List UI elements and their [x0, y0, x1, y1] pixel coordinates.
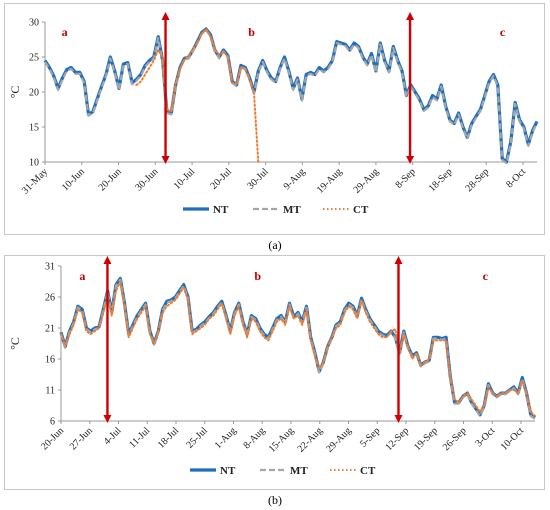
- region-label-b: b: [248, 25, 255, 39]
- x-tick-label: 22-Aug: [295, 425, 324, 454]
- legend-label-mt: MT: [290, 465, 308, 477]
- x-tick-label: 10-Jul: [172, 166, 198, 192]
- x-tick-label: 29-Aug: [324, 425, 353, 454]
- x-tick-label: 28-Sep: [464, 166, 492, 194]
- x-tick-label: 12-Sep: [383, 425, 411, 453]
- caption-a: (a): [268, 238, 282, 252]
- region-label-a: a: [62, 25, 68, 39]
- x-tick-label: 20-Jun: [39, 425, 66, 452]
- x-tick-label: 19-Sep: [412, 425, 440, 453]
- x-tick-label: 11-Jul: [127, 425, 152, 450]
- series-line-ct: [135, 28, 260, 163]
- y-tick-label: 15: [29, 123, 39, 134]
- x-tick-label: 26-Sep: [441, 425, 469, 453]
- x-tick-label: 8-Aug: [242, 425, 268, 451]
- region-label-c: c: [500, 25, 506, 39]
- x-tick-label: 4-Jul: [102, 425, 124, 447]
- series-line-ct: [60, 280, 536, 417]
- region-label-b: b: [254, 269, 261, 283]
- x-tick-label: 19-Aug: [315, 166, 344, 195]
- legend-label-ct: CT: [353, 204, 369, 216]
- series-line-nt: [43, 27, 539, 164]
- y-tick-label: 31: [45, 262, 55, 273]
- chart-b-svg: 6 11 16 21 26 31 °C 20-Jun 27-Jun 4-Jul 11-Jul 18-J…: [8, 256, 536, 477]
- legend-label-nt: NT: [220, 465, 236, 477]
- x-tick-label: 20-Jul: [209, 166, 235, 192]
- x-tick-label: 3-Oct: [473, 425, 497, 449]
- x-tick-label: 31-May: [20, 166, 50, 196]
- x-tick-label: 1-Aug: [213, 425, 239, 451]
- x-tick-label: 27-Jun: [68, 425, 95, 452]
- x-tick-label: 18-Sep: [427, 166, 455, 194]
- y-tick-label: 10: [29, 158, 39, 169]
- y-tick-label: 6: [50, 417, 55, 428]
- x-tick-label: 10-Jun: [60, 166, 87, 193]
- legend-label-mt: MT: [283, 204, 301, 216]
- chart-panel-a: 10 15 20 25 30 °C 31-May 10-Jun 20-Jun 30-Jun 10-J…: [4, 3, 545, 235]
- x-tick-label: 10-Oct: [499, 425, 527, 453]
- y-tick-label: 21: [45, 324, 55, 335]
- x-tick-label: 30-Jun: [133, 166, 160, 193]
- y-tick-label: 25: [29, 53, 39, 64]
- y-tick-label: 26: [45, 293, 55, 304]
- chart-panel-b: 6 11 16 21 26 31 °C 20-Jun 27-Jun 4-Jul 11-Jul 18-J…: [4, 255, 545, 490]
- y-axis-title: °C: [8, 337, 22, 350]
- y-tick-label: 16: [45, 355, 55, 366]
- x-tick-label: 20-Jun: [97, 166, 124, 193]
- x-tick-label: 15-Aug: [267, 425, 296, 454]
- region-label-c: c: [483, 269, 489, 283]
- x-tick-label: 9-Aug: [282, 166, 308, 192]
- y-tick-label: 20: [29, 88, 39, 99]
- x-tick-label: 8-Oct: [504, 166, 528, 190]
- y-axis-title: °C: [8, 86, 22, 99]
- y-tick-label: 11: [45, 386, 55, 397]
- x-tick-label: 8-Sep: [394, 166, 418, 190]
- caption-b: (b): [268, 493, 282, 507]
- chart-a-svg: 10 15 20 25 30 °C 31-May 10-Jun 20-Jun 30-Jun 10-J…: [8, 12, 539, 216]
- series-line-mt: [44, 29, 538, 165]
- series-line-mt: [59, 278, 536, 420]
- x-tick-label: 29-Aug: [352, 166, 381, 195]
- x-tick-label: 30-Jul: [245, 166, 271, 192]
- y-tick-label: 30: [29, 18, 39, 29]
- legend-label-ct: CT: [360, 465, 376, 477]
- legend-label-nt: NT: [213, 204, 229, 216]
- region-label-a: a: [79, 269, 85, 283]
- x-tick-label: 25-Jul: [184, 425, 210, 451]
- x-tick-label: 5-Sep: [358, 425, 382, 449]
- x-tick-label: 18-Jul: [156, 425, 182, 451]
